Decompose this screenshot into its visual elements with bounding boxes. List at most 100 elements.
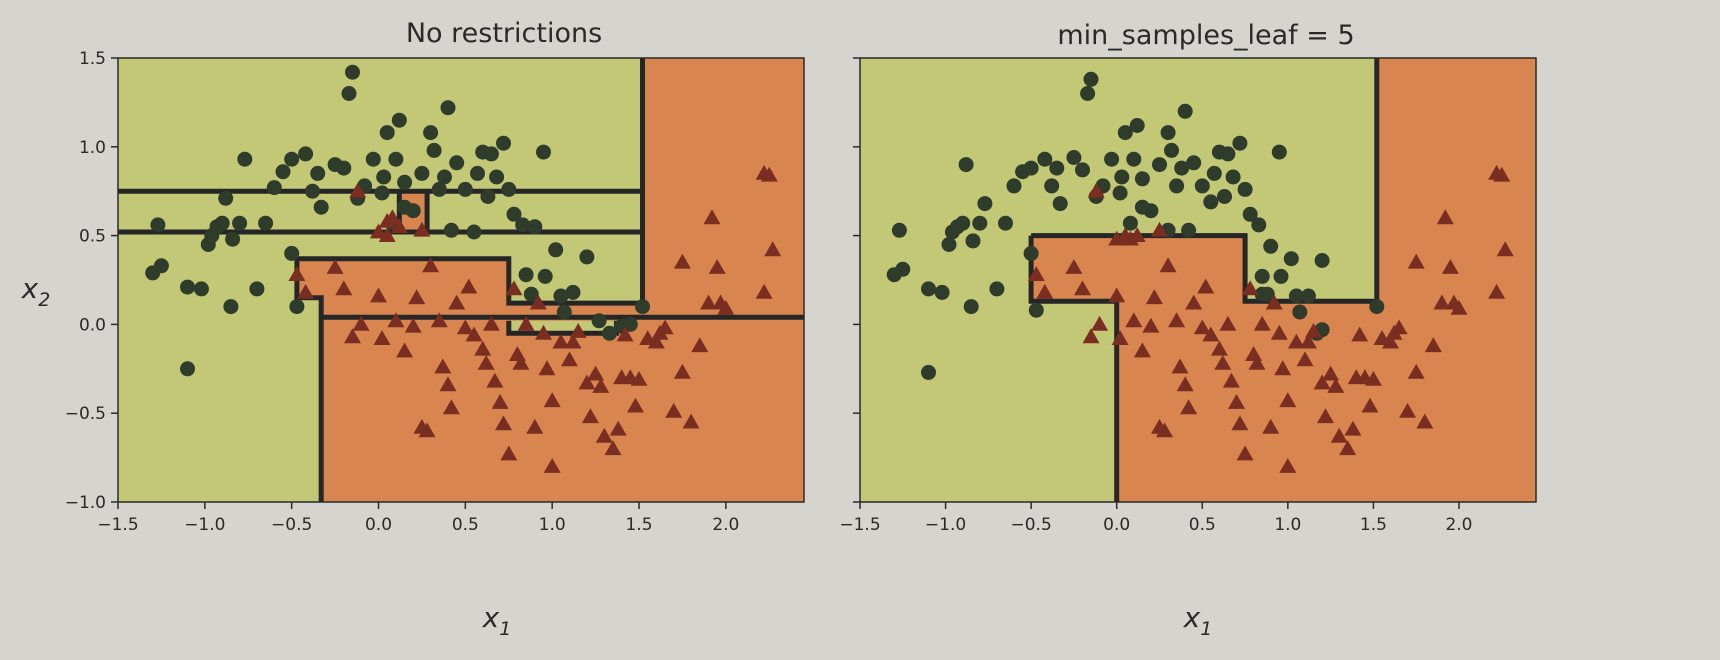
data-point-class-1 [1416,413,1434,429]
data-point-class-1 [760,166,778,182]
data-point-class-0 [591,313,607,329]
data-point-class-0 [1288,288,1304,304]
data-point-class-1 [512,355,530,370]
data-point-class-1 [442,399,460,415]
data-point-class-0 [527,219,543,235]
data-point-class-1 [1074,280,1091,296]
data-point-class-1 [1027,266,1045,281]
data-point-class-0 [1225,169,1241,185]
y-tick-label: −1.0 [65,493,106,513]
data-point-class-0 [449,155,465,171]
data-point-class-1 [1219,315,1237,331]
data-point-class-0 [1023,245,1039,261]
data-point-class-1 [1265,294,1283,310]
data-point-class-1 [587,365,605,381]
data-point-class-1 [297,283,315,299]
data-point-class-1 [581,408,599,424]
x-tick-label: 0.5 [452,515,479,535]
data-point-class-0 [635,299,650,315]
data-point-class-1 [1407,363,1425,379]
data-point-class-0 [1237,181,1253,197]
data-point-class-1 [1202,326,1220,342]
data-point-class-0 [310,165,326,181]
data-point-class-0 [313,199,329,215]
data-point-class-1 [543,392,561,408]
data-point-class-0 [536,144,551,160]
data-point-class-1 [604,440,622,456]
x-tick-label: 0.5 [1189,515,1216,535]
data-point-class-1 [474,340,492,356]
data-point-class-1 [569,323,587,338]
data-point-class-1 [1313,374,1331,390]
data-point-class-0 [965,233,981,249]
data-point-class-0 [437,169,452,185]
data-point-class-0 [602,325,617,341]
data-point-class-0 [1174,160,1190,176]
data-point-class-0 [489,169,505,185]
data-point-class-0 [622,316,638,332]
data-point-class-1 [1036,283,1054,299]
data-point-class-0 [365,151,381,167]
data-point-class-0 [426,142,442,158]
data-point-class-0 [214,215,230,231]
data-point-class-0 [1194,178,1210,194]
data-point-class-1 [434,358,452,374]
data-point-class-1 [543,458,561,473]
data-point-class-0 [470,165,485,181]
data-point-class-1 [1171,358,1189,374]
data-point-class-1 [708,259,726,274]
data-point-class-1 [1270,324,1288,340]
data-point-class-1 [700,294,717,310]
data-point-class-0 [1273,268,1289,284]
data-point-class-1 [500,445,518,461]
region-class-0 [118,58,643,502]
data-point-class-1 [370,223,387,239]
data-point-class-1 [1450,299,1468,315]
data-point-class-1 [1322,365,1340,381]
data-point-class-1 [578,374,596,390]
data-point-class-0 [1160,125,1176,141]
data-point-class-0 [1122,215,1138,231]
data-point-class-0 [391,112,407,128]
data-point-class-0 [934,284,950,300]
panel-no-restrictions: No restrictions −1.5 −1.0 −0.5 0.0 0.5 1.0 1.5… [21,18,805,640]
data-point-class-1 [326,259,344,274]
data-point-class-0 [237,151,253,167]
data-point-class-0 [1052,196,1068,212]
data-point-class-0 [345,64,360,80]
data-point-class-0 [1220,146,1236,162]
data-point-class-1 [486,372,504,388]
x-tick-label: 2.0 [1445,515,1472,535]
data-point-class-1 [1241,280,1259,296]
data-point-class-0 [1271,144,1287,160]
data-point-class-1 [529,294,547,310]
data-point-class-1 [1185,294,1203,310]
data-point-class-1 [703,209,721,225]
x-tick-label: 1.5 [625,515,652,535]
data-point-class-1 [592,378,610,393]
data-point-class-1 [1436,209,1454,225]
data-point-class-1 [1231,415,1249,431]
data-point-class-1 [627,397,644,413]
data-point-class-1 [1299,333,1317,349]
data-point-class-0 [1254,268,1270,284]
data-point-class-1 [647,333,665,349]
x-tick-label: 1.5 [1360,515,1387,535]
data-point-class-1 [1339,440,1357,456]
data-point-class-0 [501,181,517,197]
data-point-class-0 [466,224,482,240]
x-tick-label: −1.5 [97,515,138,535]
data-point-class-0 [496,135,511,151]
data-point-class-0 [258,215,274,231]
data-point-class-1 [352,315,370,331]
data-point-class-1 [378,212,396,228]
data-point-class-0 [977,196,993,212]
data-point-class-1 [448,294,466,310]
data-point-class-0 [998,215,1013,231]
data-point-class-1 [396,342,414,358]
data-point-class-1 [1351,326,1369,342]
x-tick-label: −0.5 [271,515,312,535]
data-point-class-0 [972,215,988,231]
data-point-class-1 [373,330,391,345]
data-point-class-0 [1083,71,1099,87]
